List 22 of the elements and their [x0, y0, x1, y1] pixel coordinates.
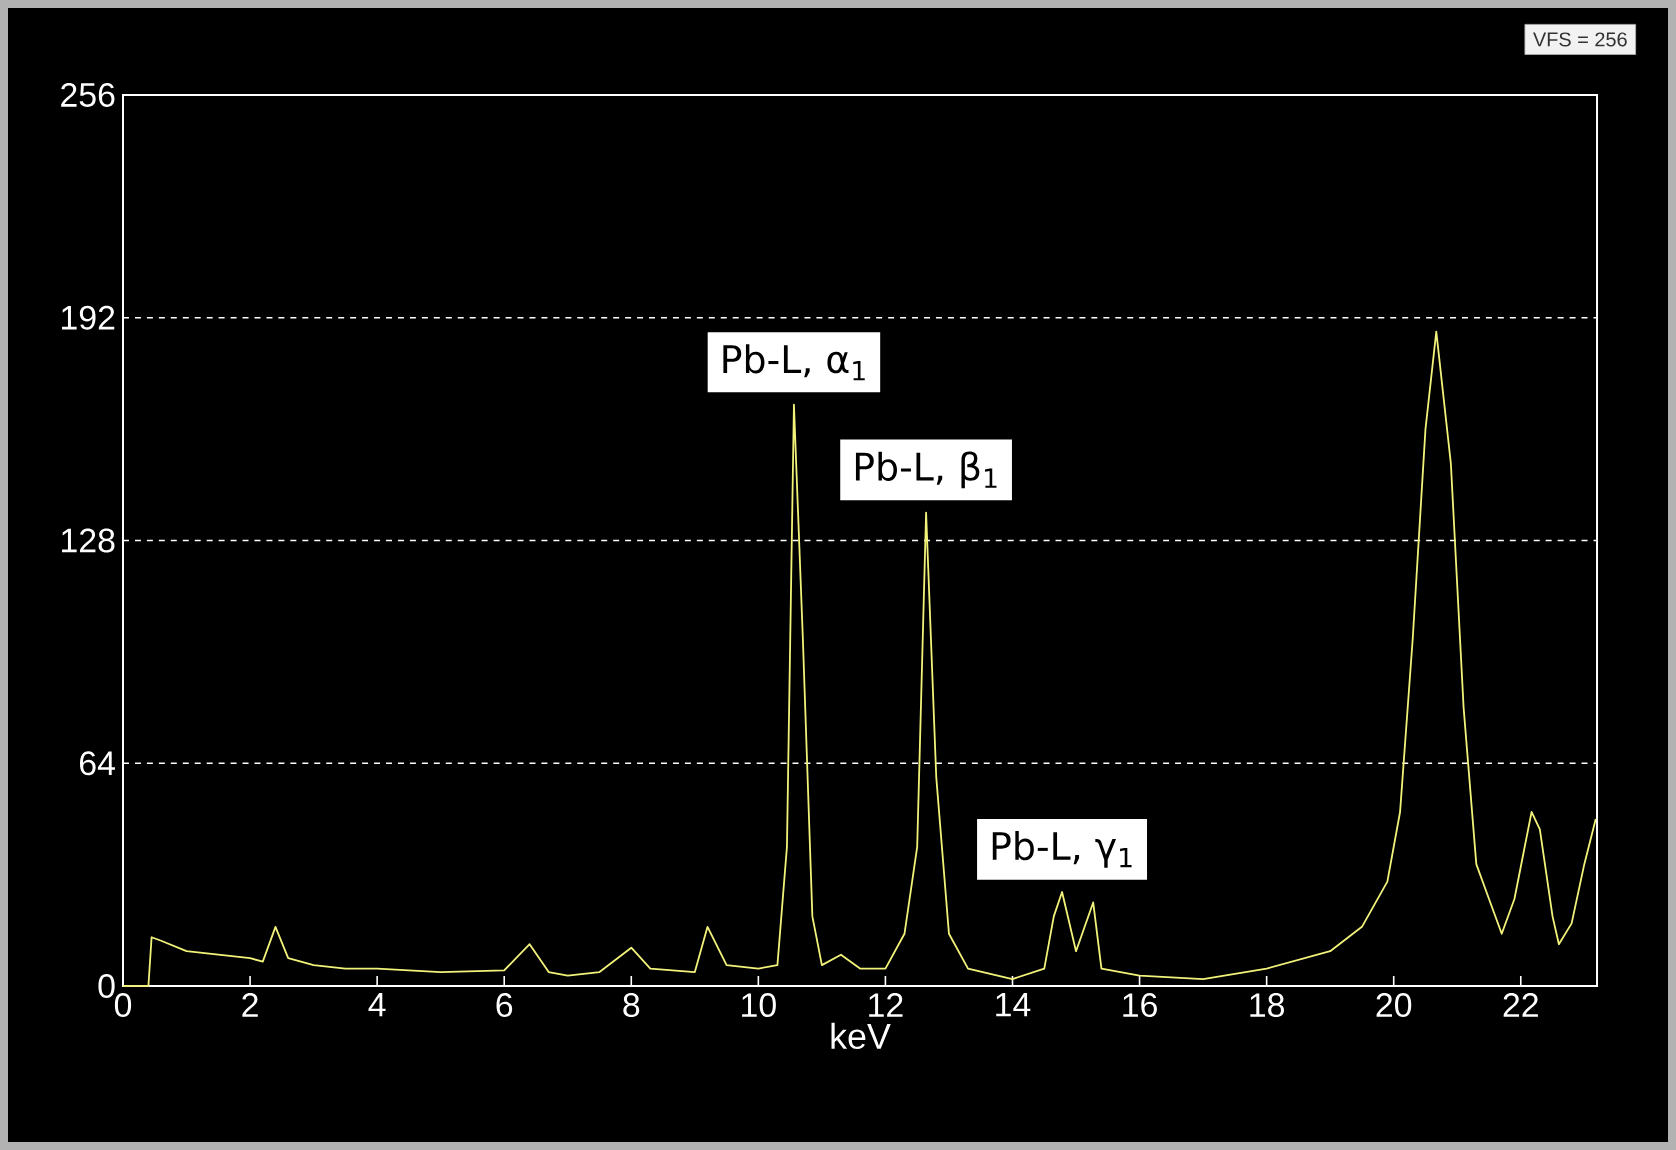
- x-tick-label: 2: [242, 993, 258, 1017]
- x-tick-label: 12: [869, 993, 903, 1017]
- x-tick-label: 6: [496, 993, 513, 1018]
- x-tick-label: 10: [742, 993, 776, 1018]
- x-tick-label: 8: [623, 993, 640, 1018]
- x-tick-label: 20: [1376, 993, 1412, 1018]
- x-tick-label: 22: [1503, 993, 1538, 1017]
- annotation: Pb-L, γ$_{1}$: [992, 831, 1132, 868]
- x-axis-title: keV: [831, 1022, 891, 1050]
- y-tick-label: 192: [62, 305, 115, 330]
- x-tick-label: 16: [1123, 993, 1157, 1018]
- annotation: Pb-L, α$_{1}$: [723, 344, 865, 381]
- x-tick-label: 4: [368, 993, 386, 1017]
- text: VFS = 256: [1533, 32, 1627, 47]
- y-tick-label: 256: [61, 83, 115, 107]
- y-tick-label: 0: [98, 974, 115, 998]
- y-tick-label: 128: [62, 528, 115, 553]
- x-tick-label: 18: [1250, 993, 1285, 1018]
- annotation: Pb-L, β$_{1}$: [855, 451, 997, 489]
- y-tick-label: 64: [80, 751, 115, 776]
- x-tick-label: 14: [996, 993, 1031, 1017]
- x-tick-label: 0: [114, 993, 132, 1018]
